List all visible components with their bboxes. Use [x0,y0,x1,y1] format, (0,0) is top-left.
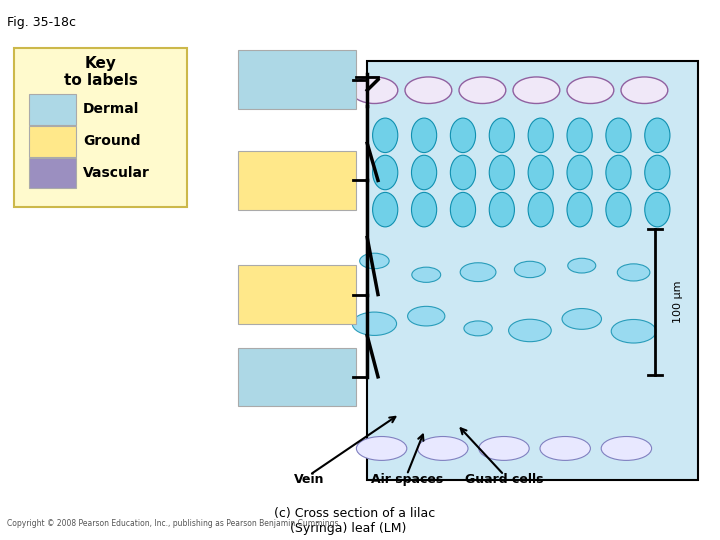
Text: Air spaces: Air spaces [371,472,443,485]
Ellipse shape [562,308,601,329]
Ellipse shape [351,77,397,104]
Ellipse shape [645,118,670,153]
Ellipse shape [418,436,468,461]
Ellipse shape [490,155,515,190]
Ellipse shape [373,155,398,190]
Ellipse shape [412,192,437,227]
Ellipse shape [606,192,631,227]
Ellipse shape [567,192,593,227]
Text: Vascular: Vascular [83,166,150,180]
Ellipse shape [464,321,492,336]
Text: Guard cells: Guard cells [464,472,544,485]
Text: Spongy
mesophyll: Spongy mesophyll [258,281,336,308]
Ellipse shape [645,155,670,190]
FancyBboxPatch shape [29,158,76,188]
Ellipse shape [528,118,554,153]
Ellipse shape [412,155,437,190]
Ellipse shape [479,436,529,461]
Ellipse shape [567,77,614,104]
Ellipse shape [451,192,476,227]
Ellipse shape [508,319,552,342]
Text: Key
to labels: Key to labels [64,56,138,88]
FancyBboxPatch shape [29,94,76,125]
Ellipse shape [540,436,590,461]
Text: Dermal: Dermal [83,102,139,116]
FancyBboxPatch shape [238,151,356,210]
FancyBboxPatch shape [367,61,698,480]
FancyBboxPatch shape [14,48,187,207]
Text: Ground: Ground [83,134,140,148]
Ellipse shape [568,258,595,273]
Ellipse shape [408,306,445,326]
Ellipse shape [451,118,476,153]
Ellipse shape [412,267,441,282]
Ellipse shape [356,436,407,461]
Text: Fig. 35-18c: Fig. 35-18c [7,16,76,29]
Ellipse shape [606,118,631,153]
Ellipse shape [373,192,398,227]
Text: Vein: Vein [294,472,325,485]
Ellipse shape [405,77,452,104]
Ellipse shape [617,264,650,281]
FancyBboxPatch shape [238,50,356,109]
Ellipse shape [606,155,631,190]
Ellipse shape [645,192,670,227]
Ellipse shape [460,263,496,281]
Text: Copyright © 2008 Pearson Education, Inc., publishing as Pearson Benjamin Cumming: Copyright © 2008 Pearson Education, Inc.… [7,519,341,528]
Ellipse shape [528,192,554,227]
Ellipse shape [601,436,652,461]
FancyBboxPatch shape [29,126,76,157]
Text: Palisade
mesophyll: Palisade mesophyll [258,166,336,194]
Text: Lower
epidermis: Lower epidermis [260,363,334,391]
Text: 100 μm: 100 μm [673,281,683,323]
Ellipse shape [513,77,560,104]
Ellipse shape [360,253,389,269]
Text: Upper
epidermis: Upper epidermis [260,65,334,93]
Text: (c) Cross section of a lilac
    (Syringa) leaf (LM): (c) Cross section of a lilac (Syringa) l… [274,507,435,535]
FancyBboxPatch shape [238,265,356,324]
Ellipse shape [528,155,554,190]
Ellipse shape [459,77,505,104]
FancyBboxPatch shape [238,348,356,406]
Ellipse shape [514,261,546,278]
Ellipse shape [451,155,476,190]
Ellipse shape [373,118,398,153]
Ellipse shape [490,192,515,227]
Ellipse shape [567,155,593,190]
Ellipse shape [412,118,437,153]
Ellipse shape [621,77,668,104]
Ellipse shape [567,118,593,153]
Ellipse shape [352,312,397,335]
Ellipse shape [611,320,656,343]
Ellipse shape [490,118,515,153]
